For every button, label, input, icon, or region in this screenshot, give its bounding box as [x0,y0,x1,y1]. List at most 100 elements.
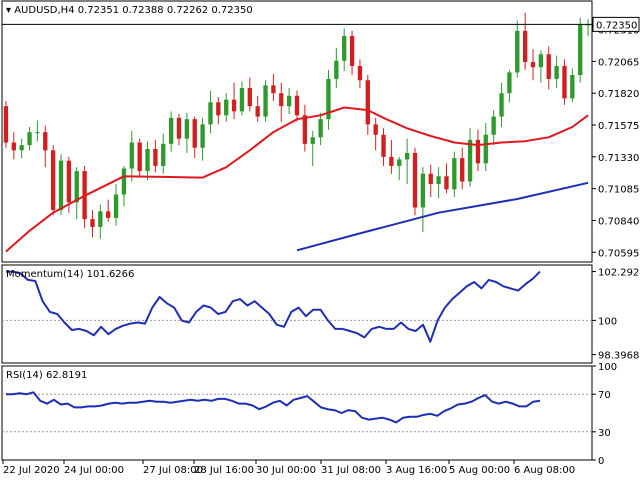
candle [342,28,347,72]
candle-body [11,142,16,151]
candle [444,163,449,194]
candle-body [302,115,308,144]
rsi-line [6,391,541,424]
time-axis-label-5: 31 Jul 08:00 [321,465,381,476]
candle-body [74,171,79,203]
candle [184,112,190,153]
candle [129,130,134,182]
time-axis-label-7: 5 Aug 00:00 [449,465,510,476]
candle [302,104,308,152]
candle-body [373,124,378,135]
candle [90,210,95,238]
rsi-frame [1,365,593,461]
candle-body [365,80,370,125]
momentum-axis-label-1: 100 [598,316,617,327]
candle [121,165,127,207]
slow-moving-average-line [296,181,589,252]
candle-body [176,117,182,139]
candle-body [168,117,174,144]
rsi-axis-label-3: 0 [598,456,604,467]
candle-body [43,132,48,151]
time-axis-label-8: 6 Aug 08:00 [514,465,575,476]
candle-body [515,30,520,73]
candle-body [137,142,142,172]
time-axis-label-6: 3 Aug 16:00 [386,465,447,476]
candle-body [145,149,150,172]
candle-body [310,137,315,144]
momentum-pane: 102.2922 100 98.3968 [1,264,640,364]
price-pane: 0.723100.720650.718200.715750.713300.710… [1,0,640,263]
candle [279,82,284,122]
candle [515,20,520,78]
rsi-axis-label-2: 30 [598,428,611,439]
candle [397,156,402,181]
candle-body [216,102,221,116]
candle [247,77,252,112]
candle-body [342,36,347,61]
candle [161,133,166,174]
candle-body [200,124,205,148]
candle-body [35,132,40,134]
price-axis-label-6: 0.70840 [598,216,639,227]
candle [145,141,150,181]
candle-body [121,168,127,195]
candle [294,90,300,122]
candle [176,113,182,146]
candle-body [113,194,119,218]
candle-body [546,54,551,79]
candle-body [491,116,496,135]
candle [460,147,465,190]
candle-body [452,158,457,190]
candle-body [428,173,433,185]
rsi-axis-label-1: 70 [598,390,611,401]
candle [318,112,323,146]
candle [216,97,221,125]
candle-body [271,85,276,94]
ohlc-high: 0.72388 [122,5,164,16]
candle [263,80,268,122]
ohlc-close: 0.72350 [211,5,253,16]
candle [43,125,48,168]
candle [168,111,174,152]
candle-body [318,119,323,138]
candle [452,151,457,198]
time-axis-label-3: 28 Jul 16:00 [194,465,254,476]
candle-body [381,134,386,157]
candle [192,116,197,159]
dropdown-triangle-icon[interactable]: ▾ [6,5,12,16]
candle [271,73,276,101]
candle [334,47,339,88]
candle [50,145,56,216]
price-axis-label-7: 0.70595 [598,248,639,259]
candle [436,167,441,199]
current-price-label: 0.72350 [596,20,637,31]
candle [404,138,410,185]
candle [373,117,378,151]
candle-body [247,88,252,107]
candle [208,90,213,134]
price-axis-label-2: 0.71820 [598,89,639,100]
candle-body [397,159,402,166]
candle [58,154,64,216]
momentum-axis-label-2: 98.3968 [598,351,639,362]
candle [349,30,355,76]
candle-body [286,95,292,107]
candle-body [224,99,229,116]
candle [27,126,32,151]
candle-body [420,173,426,208]
candle-body [231,99,237,112]
candle [522,12,528,70]
candle [412,147,418,216]
candle [578,17,583,83]
candle [365,75,370,135]
candle [106,199,111,222]
candle [499,82,504,127]
ohlc-low: 0.72262 [166,5,209,16]
time-axis-label-1: 24 Jul 00:00 [64,465,124,476]
ohlc-open: 0.72351 [77,5,120,16]
candle-body [334,60,339,79]
candle [530,49,536,81]
momentum-axis-label-0: 102.2922 [598,268,640,279]
candle-body [499,93,504,117]
